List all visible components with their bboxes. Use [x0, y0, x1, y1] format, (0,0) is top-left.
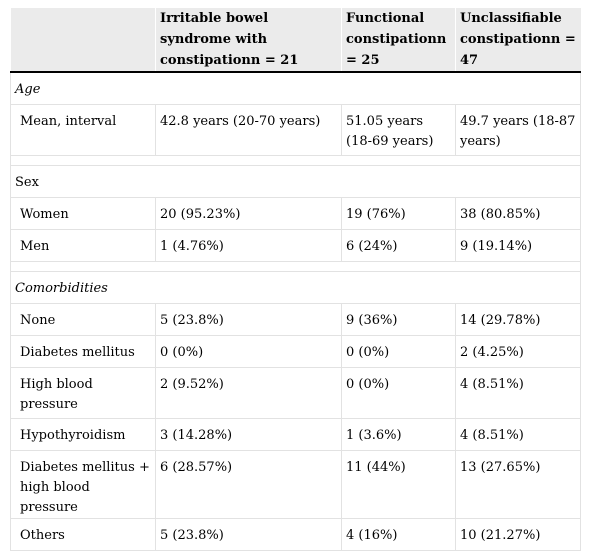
cell-functional: 1 (3.6%)	[342, 419, 456, 451]
header-ibs-constipation: Irritable bowel syndrome with constipati…	[156, 8, 342, 72]
section-row-sex: Sex	[11, 166, 581, 198]
row-label: Diabetes mellitus	[11, 336, 156, 368]
cell-ibs: 20 (95.23%)	[156, 198, 342, 230]
cell-unclassifiable: 2 (4.25%)	[456, 336, 581, 368]
row-label: Hypothyroidism	[11, 419, 156, 451]
section-title-sex: Sex	[11, 166, 581, 198]
table-row: Women 20 (95.23%) 19 (76%) 38 (80.85%)	[11, 198, 581, 230]
table-row: Men 1 (4.76%) 6 (24%) 9 (19.14%)	[11, 230, 581, 262]
row-label: Women	[11, 198, 156, 230]
row-label: Mean, interval	[11, 105, 156, 156]
spacer-row	[11, 262, 581, 272]
cell-functional: 4 (16%)	[342, 519, 456, 551]
row-label: Others	[11, 519, 156, 551]
table-row: None 5 (23.8%) 9 (36%) 14 (29.78%)	[11, 304, 581, 336]
cell-functional: 0 (0%)	[342, 336, 456, 368]
row-label: None	[11, 304, 156, 336]
cell-functional: 0 (0%)	[342, 368, 456, 419]
section-row-age: Age	[11, 72, 581, 105]
cell-functional: 11 (44%)	[342, 451, 456, 519]
cell-functional: 51.05 years (18-69 years)	[342, 105, 456, 156]
table-header-row: Irritable bowel syndrome with constipati…	[11, 8, 581, 72]
cell-unclassifiable: 9 (19.14%)	[456, 230, 581, 262]
cell-ibs: 5 (23.8%)	[156, 519, 342, 551]
table-row: Diabetes mellitus + high blood pressure …	[11, 451, 581, 519]
row-label: Diabetes mellitus + high blood pressure	[11, 451, 156, 519]
spacer-row	[11, 156, 581, 166]
demographics-table: Irritable bowel syndrome with constipati…	[10, 8, 581, 551]
spacer-cell	[11, 156, 581, 166]
cell-unclassifiable: 38 (80.85%)	[456, 198, 581, 230]
cell-functional: 9 (36%)	[342, 304, 456, 336]
row-label: Men	[11, 230, 156, 262]
cell-ibs: 2 (9.52%)	[156, 368, 342, 419]
header-functional-constipation: Functional constipationn = 25	[342, 8, 456, 72]
section-row-comorbidities: Comorbidities	[11, 272, 581, 304]
header-unclassifiable-constipation: Unclassifiable constipationn = 47	[456, 8, 581, 72]
cell-ibs: 0 (0%)	[156, 336, 342, 368]
cell-unclassifiable: 14 (29.78%)	[456, 304, 581, 336]
row-label: High blood pressure	[11, 368, 156, 419]
cell-ibs: 3 (14.28%)	[156, 419, 342, 451]
cell-ibs: 6 (28.57%)	[156, 451, 342, 519]
table-row: Hypothyroidism 3 (14.28%) 1 (3.6%) 4 (8.…	[11, 419, 581, 451]
cell-unclassifiable: 13 (27.65%)	[456, 451, 581, 519]
cell-functional: 19 (76%)	[342, 198, 456, 230]
section-title-age: Age	[11, 72, 581, 105]
cell-unclassifiable: 4 (8.51%)	[456, 419, 581, 451]
cell-functional: 6 (24%)	[342, 230, 456, 262]
table-row: Mean, interval 42.8 years (20-70 years) …	[11, 105, 581, 156]
cell-ibs: 5 (23.8%)	[156, 304, 342, 336]
table-row: High blood pressure 2 (9.52%) 0 (0%) 4 (…	[11, 368, 581, 419]
cell-ibs: 1 (4.76%)	[156, 230, 342, 262]
cell-ibs: 42.8 years (20-70 years)	[156, 105, 342, 156]
section-title-comorbidities: Comorbidities	[11, 272, 581, 304]
header-empty-cell	[11, 8, 156, 72]
cell-unclassifiable: 49.7 years (18-87 years)	[456, 105, 581, 156]
cell-unclassifiable: 4 (8.51%)	[456, 368, 581, 419]
cell-unclassifiable: 10 (21.27%)	[456, 519, 581, 551]
table-row: Others 5 (23.8%) 4 (16%) 10 (21.27%)	[11, 519, 581, 551]
spacer-cell	[11, 262, 581, 272]
table-row: Diabetes mellitus 0 (0%) 0 (0%) 2 (4.25%…	[11, 336, 581, 368]
demographics-table-container: Irritable bowel syndrome with constipati…	[10, 8, 580, 551]
